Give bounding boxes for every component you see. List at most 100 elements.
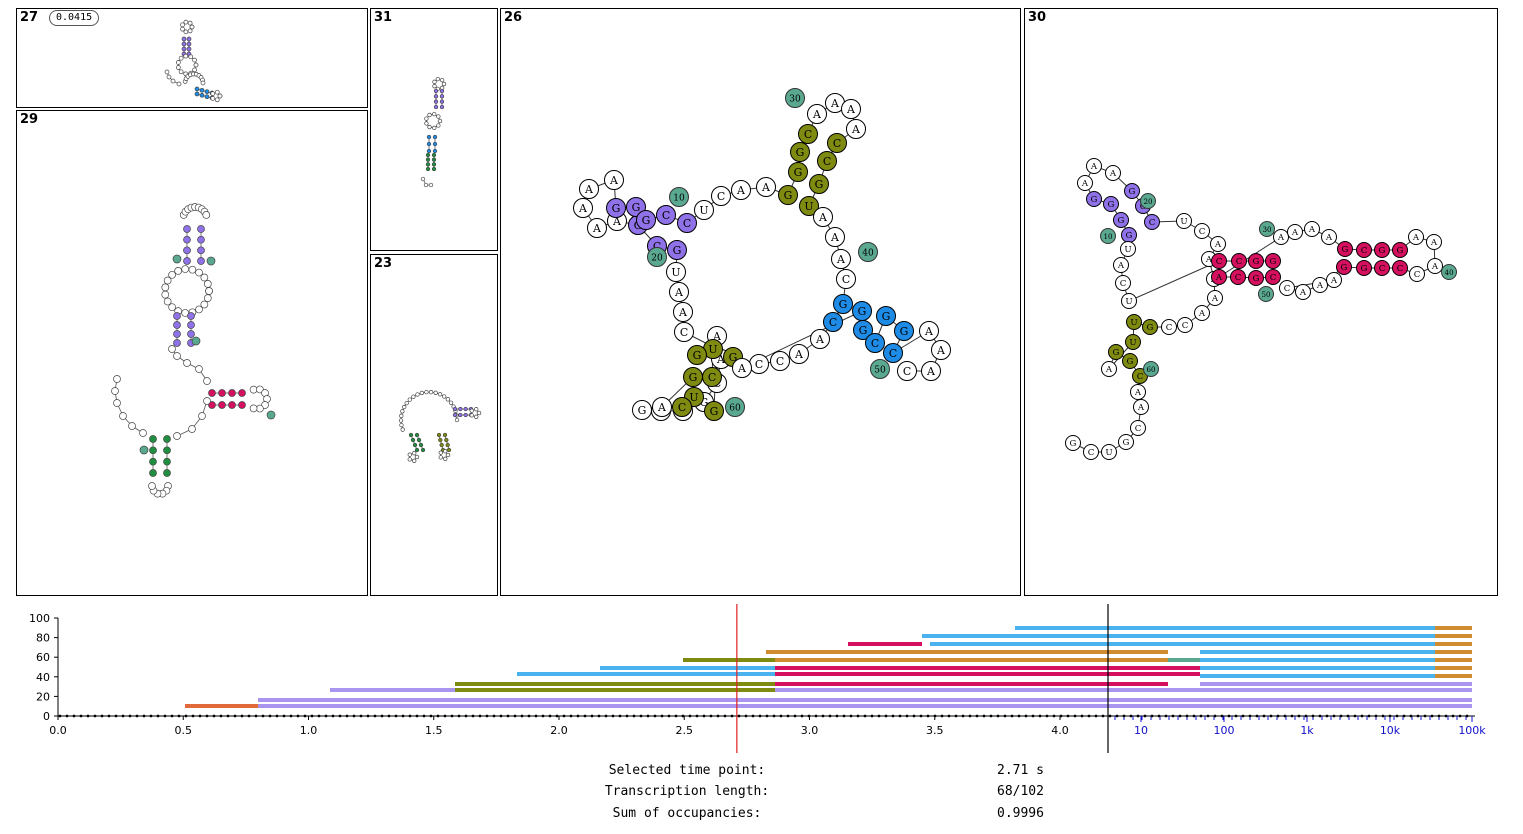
y-tick-label: 20 (36, 690, 50, 703)
nucleotide (188, 265, 197, 274)
nucleotide-letter: A (1137, 403, 1145, 413)
nucleotide (412, 451, 417, 456)
occupancy-bar (922, 634, 1435, 638)
baseline-dot (870, 714, 874, 718)
nucleotide-letter: C (1216, 257, 1223, 267)
nucleotide (180, 26, 185, 32)
nucleotide (1248, 253, 1264, 269)
baseline-dot (247, 714, 251, 718)
nucleotide (432, 134, 438, 140)
nucleotide (400, 427, 405, 432)
nucleotide-letter: C (1414, 270, 1421, 280)
nucleotide (415, 392, 420, 397)
baseline-dot (373, 714, 377, 718)
nucleotide (931, 340, 951, 360)
nucleotide (432, 79, 437, 84)
nucleotide (161, 283, 170, 292)
nucleotide-letter: A (761, 181, 770, 194)
nucleotide (443, 449, 448, 454)
nucleotide (426, 148, 432, 154)
nucleotide (432, 84, 437, 89)
baseline-dot (387, 714, 391, 718)
nucleotide-letter: G (673, 244, 682, 257)
nucleotide (425, 162, 431, 167)
nucleotide (188, 54, 194, 60)
nucleotide-letter: C (1166, 323, 1173, 333)
index-marker (266, 410, 276, 420)
nucleotide-letter: C (804, 128, 812, 141)
nucleotide-letter: G (1118, 216, 1125, 226)
baseline-dot (1080, 714, 1084, 718)
index-marker (1143, 361, 1159, 377)
nucleotide (702, 367, 722, 387)
nucleotide (412, 442, 418, 448)
nucleotide (441, 81, 447, 87)
structure-panel-27[interactable]: 27 0.0415 (16, 8, 368, 108)
baseline-dot (268, 714, 272, 718)
structure-panel-30[interactable]: GCUGCAACGGAUUGCCAAAAACUCCGAAAGGGGUACUCCG… (1024, 8, 1498, 596)
structure-panel-31[interactable]: 31 (370, 8, 498, 251)
nucleotide (836, 269, 856, 289)
baseline-dot (58, 714, 62, 718)
nucleotide-letter: A (846, 103, 855, 116)
x-tick-label: 1.5 (425, 724, 443, 737)
baseline-dot (541, 714, 545, 718)
occupancy-bar (1200, 674, 1435, 678)
nucleotide (756, 177, 776, 197)
panel-label: 26 (504, 10, 523, 25)
nucleotide (200, 80, 206, 86)
x-tick-label: 0.0 (49, 724, 67, 737)
occupancy-bar (1435, 666, 1472, 670)
nucleotide (411, 394, 416, 399)
nucleotide (416, 437, 422, 443)
nucleotide (414, 447, 420, 453)
structure-panel-26[interactable]: GCUGCAAGUCAGCUGGCAAUGCGAAAAAGGGCCUCAAGGG… (500, 8, 1021, 596)
index-marker (870, 359, 890, 379)
nucleotide-letter: G (794, 166, 803, 179)
baseline-dot (555, 714, 559, 718)
nucleotide-letter: C (1137, 372, 1144, 382)
nucleotide (238, 389, 246, 397)
nucleotide (148, 482, 156, 490)
baseline-dot (695, 714, 699, 718)
nucleotide-letter: G (859, 324, 868, 337)
baseline-dot (1227, 714, 1231, 718)
nucleotide-letter: A (578, 202, 587, 215)
nucleotide (439, 442, 444, 448)
occupancy-timeline[interactable]: 0 20 40 60 80 100 0.0 0.5 1.0 1.5 2.0 2.5 3.0 3.5 4.0 1… (0, 598, 1523, 758)
baseline-dot (667, 714, 671, 718)
baseline-dot (338, 714, 342, 718)
nucleotide-letter: G (1070, 439, 1077, 449)
nucleotide-letter: A (1316, 281, 1324, 291)
nucleotide-letter: A (926, 365, 935, 378)
baseline-dot (1017, 714, 1021, 718)
nucleotide (439, 77, 445, 83)
index-marker (1441, 264, 1457, 280)
nucleotide (431, 157, 437, 162)
baseline-dot (1164, 714, 1168, 718)
baseline-dot (1248, 714, 1252, 718)
baseline-dot (527, 714, 531, 718)
structure-panel-23[interactable]: 23 (370, 254, 498, 596)
nucleotide (1086, 191, 1102, 207)
baseline-dot (625, 714, 629, 718)
nucleotide-letter: C (1135, 424, 1142, 434)
nucleotide-letter: C (708, 371, 716, 384)
nucleotide (400, 409, 405, 414)
nucleotide-letter: A (924, 325, 933, 338)
x-tick-label: 2.5 (676, 724, 694, 737)
nucleotide (197, 235, 205, 244)
baseline-dot (702, 714, 706, 718)
baseline-dot (506, 714, 510, 718)
structure-panel-29[interactable]: 29 (16, 110, 368, 596)
baseline-dot (737, 714, 741, 718)
baseline-dot (548, 714, 552, 718)
occupancy-bar (775, 682, 1168, 686)
nucleotide (1392, 260, 1408, 276)
baseline-dot (926, 714, 930, 718)
nucleotide-letter: A (678, 306, 687, 319)
baseline-dot (674, 714, 678, 718)
nucleotide (1176, 213, 1192, 229)
nucleotide (214, 89, 220, 95)
nucleotide-letter: A (609, 174, 618, 187)
